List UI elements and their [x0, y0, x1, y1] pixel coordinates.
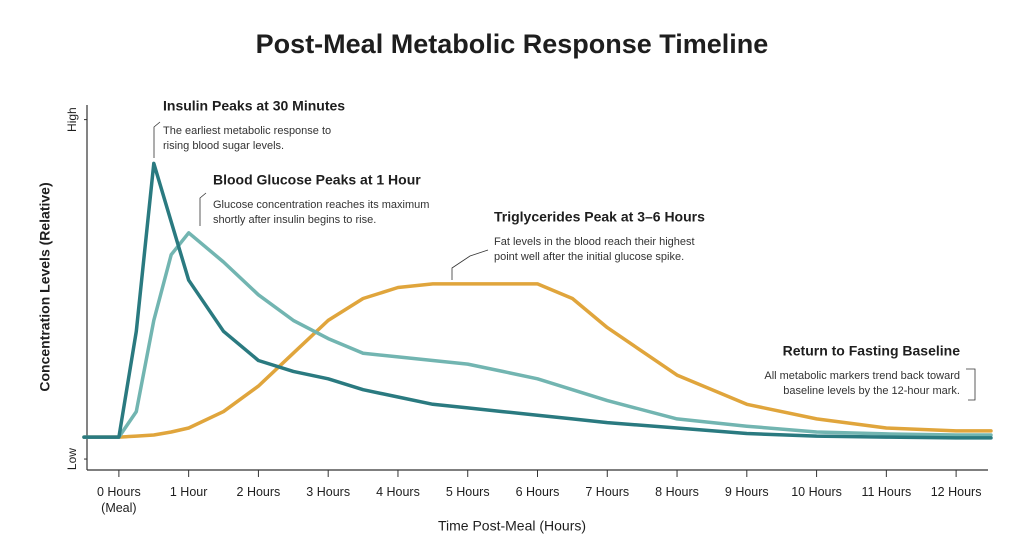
chart-title: Post-Meal Metabolic Response Timeline [256, 29, 769, 59]
annotation-title: Insulin Peaks at 30 Minutes [163, 98, 345, 114]
annotation-text: Fat levels in the blood reach their high… [494, 236, 695, 248]
annotation-text: The earliest metabolic response to [163, 125, 331, 137]
x-tick-label: 6 Hours [515, 485, 560, 499]
annotation-text: shortly after insulin begins to rise. [213, 214, 376, 226]
x-tick-label: 10 Hours [791, 485, 842, 499]
x-tick-label: 2 Hours [236, 485, 281, 499]
x-tick-label: 3 Hours [306, 485, 351, 499]
annotation-text: Glucose concentration reaches its maximu… [213, 199, 429, 211]
y-tick-label: Low [65, 448, 79, 470]
annotation-text: point well after the initial glucose spi… [494, 251, 684, 263]
annotation-title: Return to Fasting Baseline [783, 343, 961, 359]
x-tick-label: 0 Hours (Meal) [96, 485, 141, 515]
series-line [82, 231, 993, 439]
x-tick-label: 8 Hours [655, 485, 699, 499]
connector [153, 121, 161, 158]
annotation-title: Blood Glucose Peaks at 1 Hour [213, 172, 421, 188]
connector [451, 249, 489, 280]
series-line [82, 282, 993, 439]
series-line [82, 161, 993, 440]
connector [966, 368, 976, 401]
y-axis-label: Concentration Levels (Relative) [37, 182, 53, 391]
x-axis-label: Time Post-Meal (Hours) [438, 518, 586, 534]
annotation-text: baseline levels by the 12-hour mark. [783, 385, 960, 397]
x-tick-label: 7 Hours [585, 485, 630, 499]
x-tick-label: 9 Hours [724, 485, 769, 499]
annotation-connectors [153, 121, 976, 401]
y-tick-label: High [65, 107, 79, 132]
annotation-text: rising blood sugar levels. [163, 140, 284, 152]
x-tick-label: 4 Hours [376, 485, 420, 499]
x-tick-label: 11 Hours [861, 485, 912, 499]
x-tick-label: 1 Hour [169, 485, 208, 499]
annotation-text: All metabolic markers trend back toward [764, 370, 960, 382]
x-tick-label: 5 Hours [445, 485, 490, 499]
x-tick-label: 12 Hours [930, 485, 982, 499]
annotation-title: Triglycerides Peak at 3–6 Hours [494, 209, 705, 225]
connector [199, 192, 207, 226]
